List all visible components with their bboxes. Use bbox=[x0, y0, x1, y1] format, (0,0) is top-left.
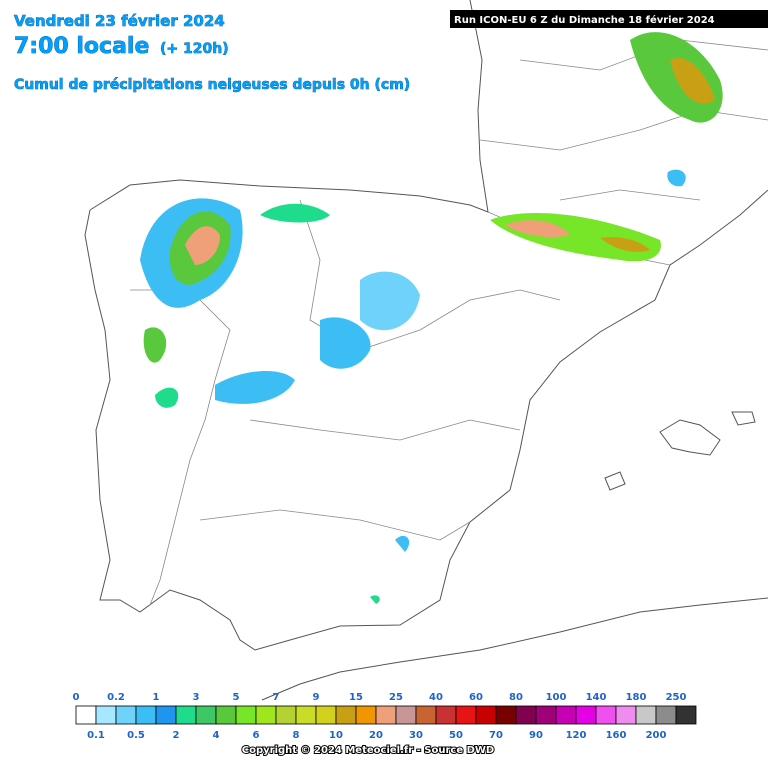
legend-label: 50 bbox=[449, 730, 463, 741]
legend-label: 180 bbox=[626, 692, 647, 703]
legend-swatch bbox=[515, 705, 537, 725]
map-title: Cumul de précipitations neigeuses depuis… bbox=[14, 77, 410, 93]
legend-label: 9 bbox=[313, 692, 320, 703]
legend-swatch bbox=[195, 705, 217, 725]
legend-label: 4 bbox=[213, 730, 220, 741]
legend-label: 250 bbox=[666, 692, 687, 703]
legend-label: 2 bbox=[173, 730, 180, 741]
coastlines bbox=[84, 0, 768, 701]
legend-label: 30 bbox=[409, 730, 423, 741]
snow-areas bbox=[140, 32, 723, 604]
legend-label: 6 bbox=[253, 730, 260, 741]
legend-label: 160 bbox=[606, 730, 627, 741]
legend-swatch bbox=[575, 705, 597, 725]
legend-label: 100 bbox=[546, 692, 567, 703]
legend-label: 70 bbox=[489, 730, 503, 741]
legend-label: 10 bbox=[329, 730, 343, 741]
legend-swatch bbox=[375, 705, 397, 725]
time: 7:00 locale bbox=[14, 34, 149, 59]
legend-swatch bbox=[255, 705, 277, 725]
legend-swatch bbox=[435, 705, 457, 725]
legend-swatch bbox=[595, 705, 617, 725]
legend-label: 5 bbox=[233, 692, 240, 703]
legend-label: 8 bbox=[293, 730, 300, 741]
legend-swatch bbox=[335, 705, 357, 725]
legend-label: 0.2 bbox=[107, 692, 125, 703]
legend-label: 120 bbox=[566, 730, 587, 741]
legend-swatch bbox=[395, 705, 417, 725]
legend-label: 15 bbox=[349, 692, 363, 703]
legend-swatch bbox=[495, 705, 517, 725]
legend-swatch bbox=[275, 705, 297, 725]
legend-swatch bbox=[615, 705, 637, 725]
legend-swatch bbox=[655, 705, 677, 725]
legend-label: 3 bbox=[193, 692, 200, 703]
legend-swatch bbox=[95, 705, 117, 725]
legend-swatch bbox=[115, 705, 137, 725]
legend-swatch bbox=[475, 705, 497, 725]
run-info: Run ICON-EU 6 Z du Dimanche 18 février 2… bbox=[454, 14, 715, 26]
date: Vendredi 23 février 2024 bbox=[14, 12, 225, 30]
legend-swatch bbox=[415, 705, 437, 725]
legend-swatch bbox=[315, 705, 337, 725]
legend-label: 80 bbox=[509, 692, 523, 703]
lead-time: (+ 120h) bbox=[160, 41, 229, 57]
legend-swatch bbox=[215, 705, 237, 725]
legend-label: 0.1 bbox=[87, 730, 105, 741]
legend: 0 0.1 0.2 0.5 1 2 3 4 5 6 7 8 9 10 15 20 25 30 40 50 60 70 80 9… bbox=[73, 692, 697, 741]
copyright: Copyright © 2024 Meteociel.fr - Source D… bbox=[242, 745, 494, 756]
legend-swatch bbox=[355, 705, 377, 725]
legend-swatch bbox=[455, 705, 477, 725]
legend-label: 7 bbox=[273, 692, 280, 703]
legend-label: 60 bbox=[469, 692, 483, 703]
legend-label: 0.5 bbox=[127, 730, 145, 741]
legend-swatch bbox=[155, 705, 177, 725]
legend-swatch bbox=[175, 705, 197, 725]
legend-swatch bbox=[235, 705, 257, 725]
legend-label: 0 bbox=[73, 692, 80, 703]
legend-label: 200 bbox=[646, 730, 667, 741]
legend-swatch bbox=[135, 705, 157, 725]
run-box bbox=[450, 10, 768, 28]
legend-swatch bbox=[635, 705, 657, 725]
legend-swatch bbox=[295, 705, 317, 725]
legend-swatch bbox=[555, 705, 577, 725]
legend-swatch bbox=[675, 705, 697, 725]
legend-label: 140 bbox=[586, 692, 607, 703]
legend-swatch bbox=[535, 705, 557, 725]
legend-label: 1 bbox=[153, 692, 160, 703]
legend-label: 40 bbox=[429, 692, 443, 703]
legend-swatch bbox=[75, 705, 97, 725]
legend-label: 90 bbox=[529, 730, 543, 741]
legend-label: 20 bbox=[369, 730, 383, 741]
legend-label: 25 bbox=[389, 692, 403, 703]
